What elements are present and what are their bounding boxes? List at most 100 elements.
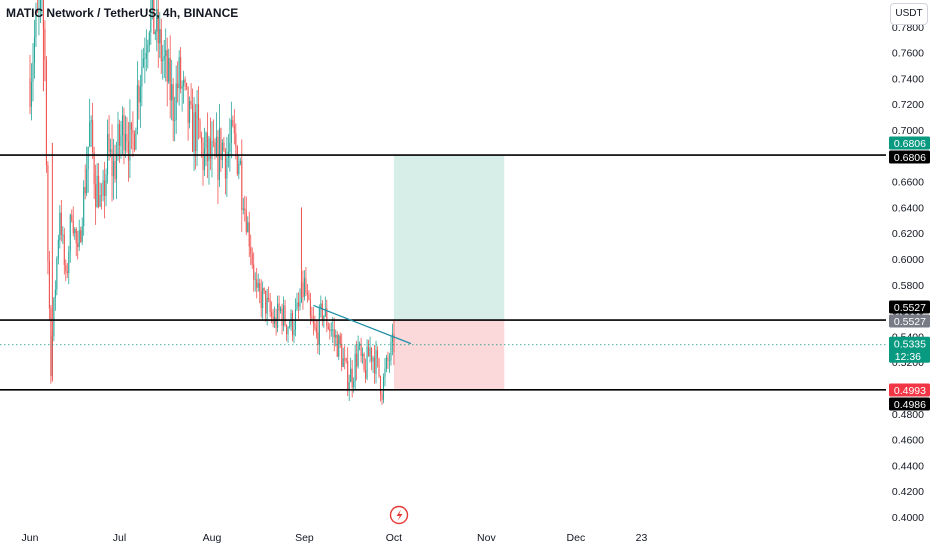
candle-body (244, 208, 246, 211)
candle-body (206, 132, 209, 162)
candle-body (126, 133, 128, 142)
candle-body (192, 104, 194, 152)
candle-body (359, 343, 361, 346)
candle-body (32, 62, 34, 82)
candle-body (214, 142, 216, 157)
currency-button[interactable]: USDT (890, 3, 928, 25)
candle-body (153, 0, 155, 35)
price-tag-background (889, 150, 930, 164)
candle-body (33, 37, 36, 63)
candle-body (169, 57, 171, 101)
candle-body (229, 142, 231, 152)
candle-body (218, 128, 220, 180)
candle-body (109, 149, 112, 153)
candle-body (62, 234, 64, 236)
candle-body (203, 148, 206, 170)
y-tick-label: 0.6400 (892, 202, 924, 214)
candle-body (150, 8, 152, 33)
candle-body (166, 50, 168, 82)
candle-body (366, 346, 368, 379)
price-tag-line: 0.6806 (889, 150, 930, 164)
candle-body (236, 146, 238, 175)
candle-body (265, 290, 267, 314)
candle-body (242, 208, 244, 210)
price-tag-background (889, 383, 930, 397)
candle-body (81, 226, 83, 242)
candle-body (220, 128, 222, 161)
candle-body (297, 302, 300, 307)
y-tick-label: 0.7200 (892, 99, 924, 111)
x-tick-label: Nov (477, 532, 496, 544)
candle-body (186, 82, 188, 87)
candle-body (130, 122, 132, 130)
candle-body (112, 161, 115, 177)
candle-body (77, 243, 79, 248)
candle-body (99, 195, 101, 207)
candle-body (271, 311, 273, 316)
candle-body (378, 358, 380, 377)
candle-body (168, 57, 170, 82)
x-tick-label: Dec (567, 532, 586, 544)
candle-body (393, 334, 395, 353)
x-axis-labels: Jun Jul Aug Sep Oct Nov Dec 23 (22, 532, 648, 544)
candle-body (92, 120, 94, 153)
candle-body (387, 357, 389, 361)
candle-body (260, 291, 262, 309)
candle-body (44, 28, 46, 60)
candle-body (157, 9, 159, 44)
candle-body (144, 58, 146, 60)
candle-body (132, 129, 134, 134)
candle-body (221, 142, 223, 161)
candle-body (142, 58, 144, 67)
price-tag-label: 0.5527 (894, 316, 926, 328)
candle-body (180, 57, 182, 89)
candle-body (263, 287, 265, 291)
candle-body (95, 184, 97, 208)
y-tick-label: 0.4000 (892, 512, 924, 524)
candle-body (384, 368, 386, 377)
loss-zone[interactable] (393, 320, 505, 389)
y-tick-label: 0.6000 (892, 254, 924, 266)
candle-body (30, 81, 33, 107)
price-tag-label: 0.4993 (894, 385, 926, 397)
candle-body (205, 132, 207, 149)
candle-body (285, 325, 288, 335)
candle-body (72, 220, 74, 234)
candle-body (147, 45, 149, 53)
candle-body (348, 382, 350, 390)
candle-body (217, 136, 219, 180)
candle-body (275, 317, 277, 328)
candle-body (148, 32, 150, 46)
candle-body (123, 115, 125, 151)
candle-body (105, 174, 107, 196)
candle-body (107, 133, 109, 175)
candle-body (338, 335, 340, 357)
candle-body (381, 394, 383, 400)
candle-body (120, 135, 122, 146)
candle-body (78, 230, 80, 248)
candle-body (74, 229, 76, 234)
candle-body (138, 85, 140, 103)
price-tag-line: 0.5527 (889, 300, 930, 314)
current-price-label: 0.5335 (894, 338, 926, 350)
price-tag-label: 0.4986 (894, 399, 926, 411)
price-tag-label: 0.6806 (894, 152, 926, 164)
y-tick-label: 0.7000 (892, 125, 924, 137)
candle-body (189, 100, 191, 123)
candle-body (230, 119, 232, 143)
candle-body (332, 329, 334, 331)
profit-zone[interactable] (393, 155, 505, 321)
candle-body (184, 79, 186, 83)
candle-body (66, 271, 68, 274)
candle-body (357, 345, 359, 367)
price-tag-background (889, 314, 930, 328)
candle-body (278, 303, 280, 311)
candle-body (356, 353, 358, 367)
candle-body (197, 104, 200, 121)
trendline[interactable] (313, 304, 412, 345)
candle-body (209, 138, 212, 159)
candle-body (259, 283, 261, 292)
